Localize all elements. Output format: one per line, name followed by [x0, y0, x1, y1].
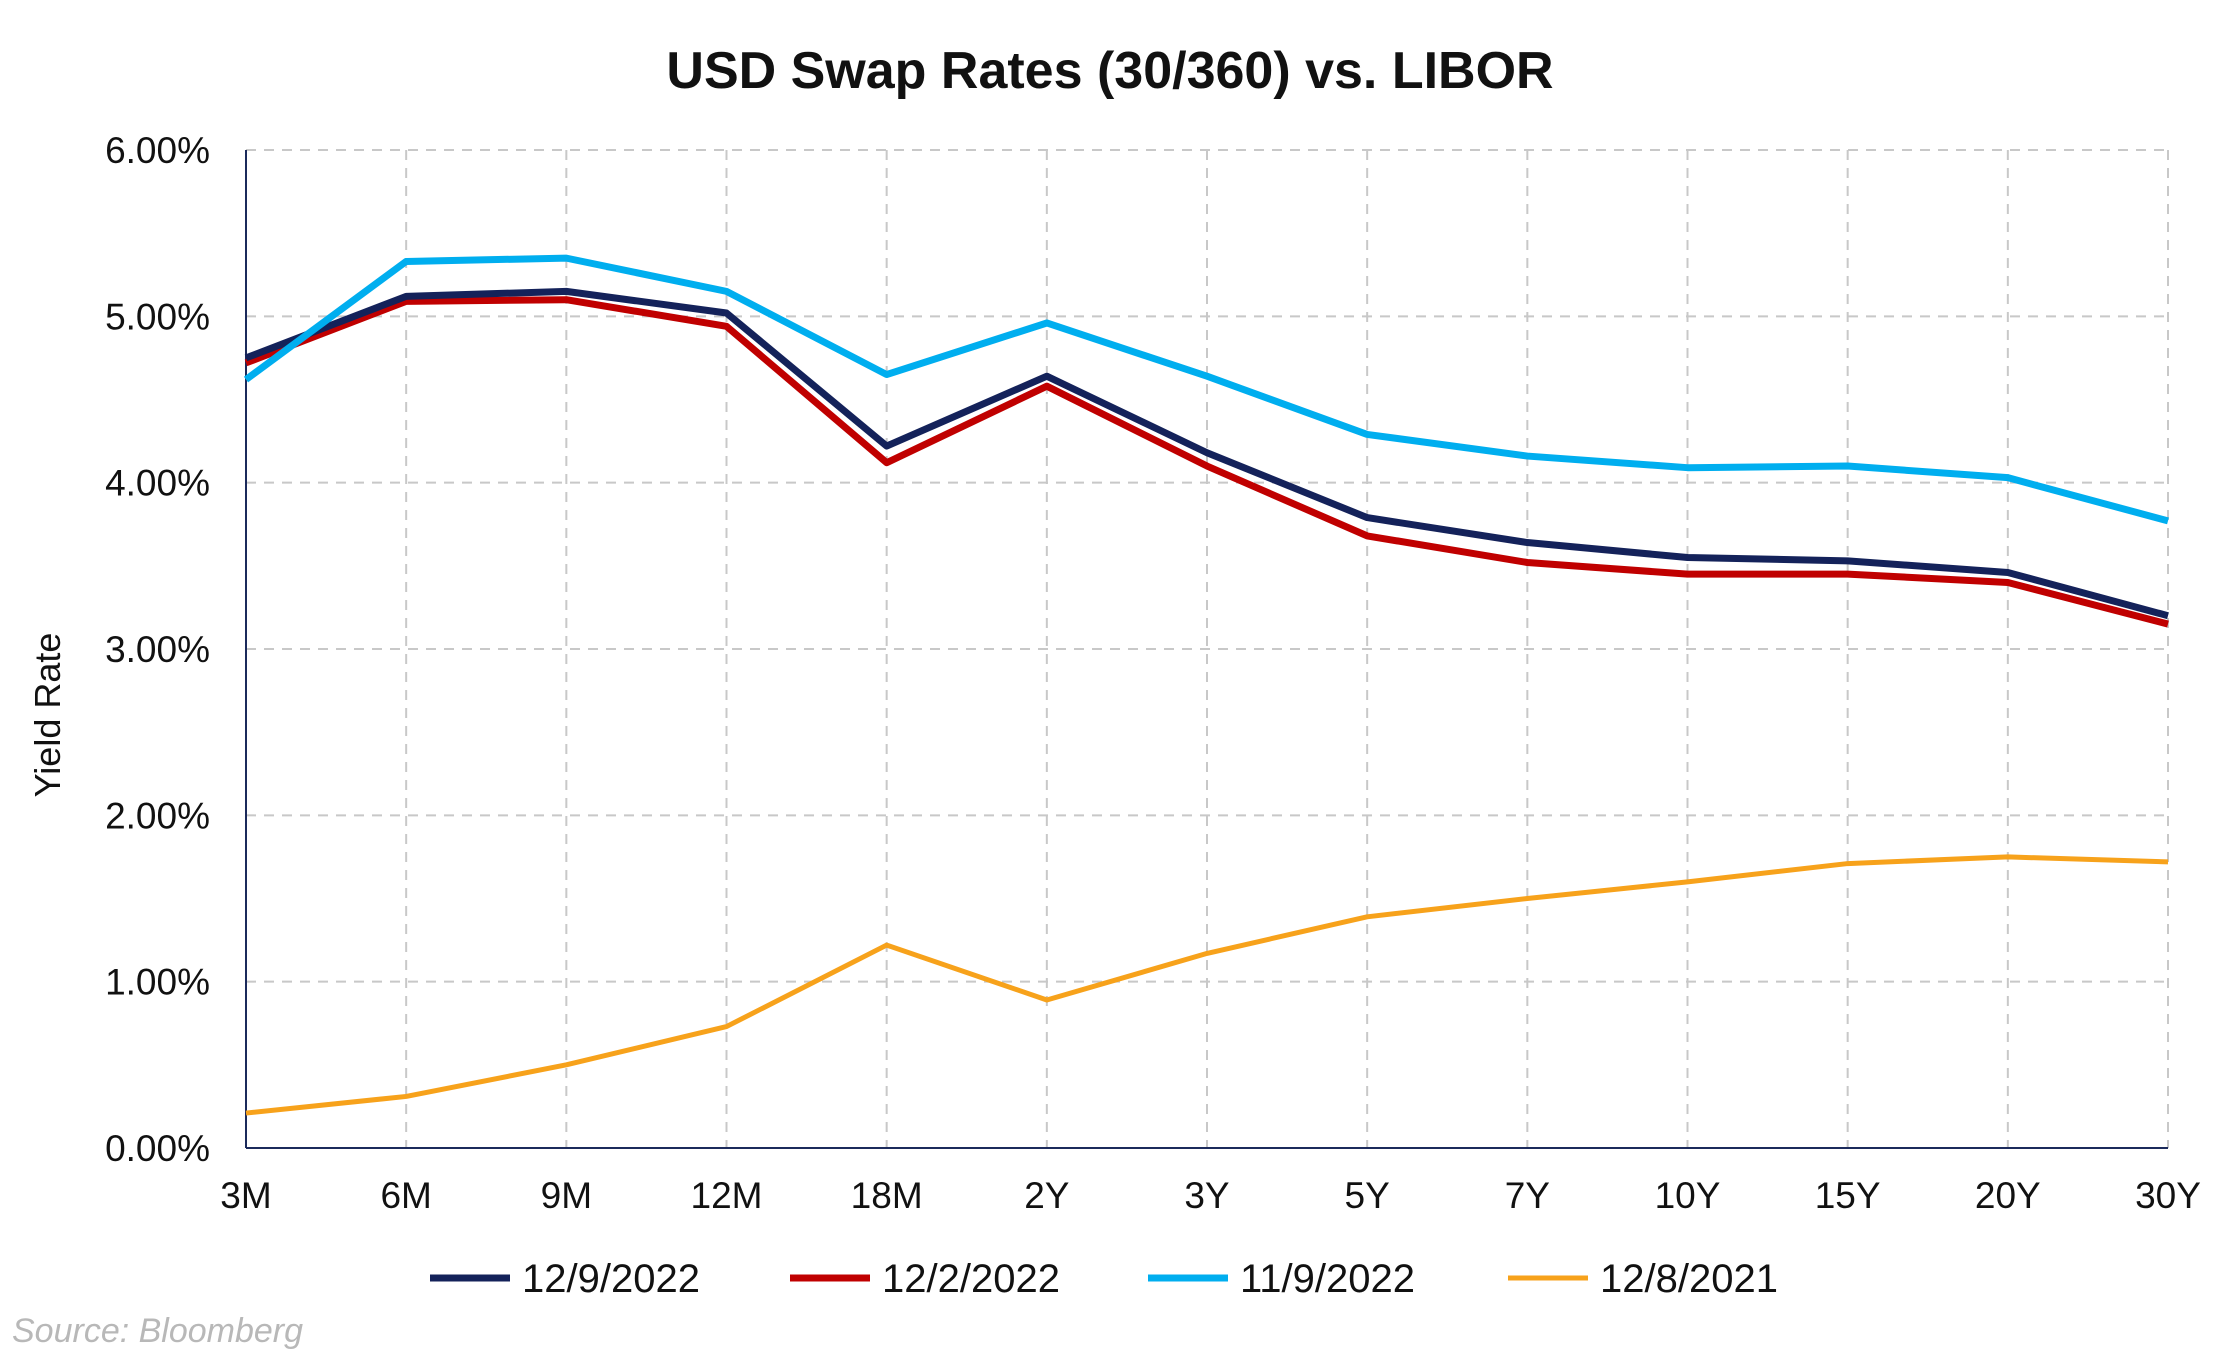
legend-label: 12/8/2021 — [1600, 1257, 1778, 1301]
x-tick-label: 5Y — [1345, 1175, 1390, 1216]
legend-label: 11/9/2022 — [1240, 1257, 1415, 1301]
x-tick-label: 30Y — [2135, 1175, 2201, 1216]
y-tick-label: 3.00% — [105, 629, 210, 670]
y-tick-label: 4.00% — [105, 463, 210, 504]
y-tick-label: 2.00% — [105, 795, 210, 836]
y-tick-labels: 0.00% 1.00% 2.00% 3.00% 4.00% 5.00% 6.00% — [105, 130, 210, 1169]
x-tick-label: 10Y — [1655, 1175, 1721, 1216]
y-tick-label: 0.00% — [105, 1128, 210, 1169]
y-tick-label: 1.00% — [105, 962, 210, 1003]
x-tick-label: 2Y — [1024, 1175, 1069, 1216]
x-tick-label: 9M — [541, 1175, 592, 1216]
y-tick-label: 6.00% — [105, 130, 210, 171]
series-layer — [243, 254, 2169, 1116]
legend: 12/9/2022 12/2/2022 11/9/2022 12/8/2021 — [430, 1257, 1778, 1301]
x-tick-label: 3Y — [1184, 1175, 1229, 1216]
x-tick-label: 18M — [851, 1175, 923, 1216]
x-tick-label: 20Y — [1975, 1175, 2041, 1216]
legend-label: 12/9/2022 — [522, 1257, 700, 1301]
x-tick-label: 15Y — [1815, 1175, 1881, 1216]
y-axis-label: Yield Rate — [27, 633, 68, 798]
x-tick-label: 3M — [220, 1175, 271, 1216]
x-tick-label: 12M — [691, 1175, 763, 1216]
x-tick-label: 7Y — [1505, 1175, 1550, 1216]
legend-label: 12/2/2022 — [882, 1257, 1060, 1301]
grid-layer — [246, 149, 2169, 1148]
chart-title: USD Swap Rates (30/360) vs. LIBOR — [666, 42, 1553, 100]
series-line-4 — [245, 854, 2169, 1116]
y-tick-label: 5.00% — [105, 296, 210, 337]
x-tick-label: 6M — [380, 1175, 431, 1216]
series-line-1 — [244, 287, 2169, 620]
axis-layer — [245, 150, 2168, 1149]
series-line-2 — [244, 296, 2169, 628]
x-tick-labels: 3M 6M 9M 12M 18M 2Y 3Y 5Y 7Y 10Y 15Y 20Y 30Y — [220, 1175, 2201, 1216]
source-note: Source: Bloomberg — [12, 1312, 303, 1350]
series-line-3 — [243, 254, 2169, 525]
